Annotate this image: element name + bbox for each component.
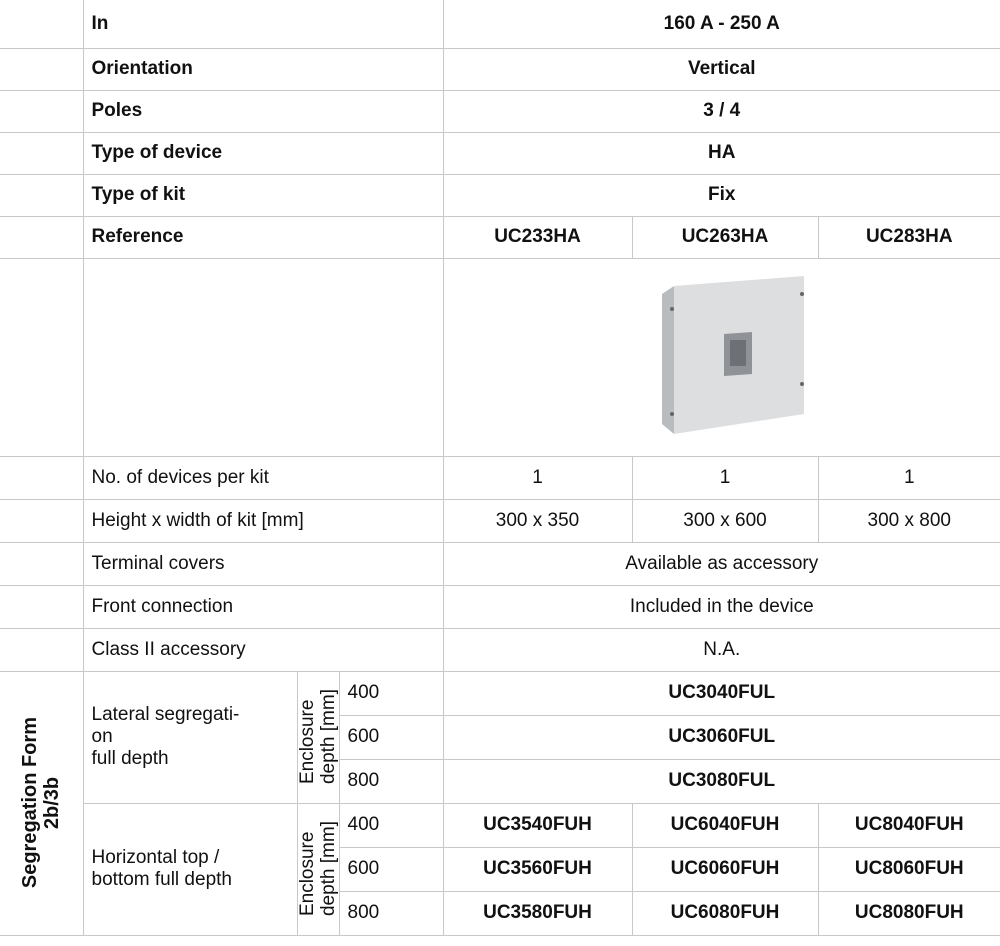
part-number: UC6080FUH	[631, 890, 819, 936]
segregation-title-text: Segregation Form 2b/3b	[19, 717, 64, 889]
depth: 400	[338, 802, 444, 848]
part-number: UC3060FUL	[442, 714, 1000, 760]
row-label: No. of devices per kit	[82, 455, 444, 500]
gutter	[0, 47, 84, 91]
group-axis: Enclosure depth [mm]	[296, 670, 340, 804]
row-value: 160 A - 250 A	[442, 0, 1000, 49]
depth: 600	[339, 714, 444, 760]
table-row: Terminal covers Available as accessory	[0, 541, 1000, 586]
spec-value: 300 x 350	[442, 498, 633, 543]
depth: 800	[339, 890, 444, 936]
gutter	[0, 215, 84, 259]
part-number: UC3540FUH	[442, 802, 633, 848]
table-row: Front connection Included in the device	[0, 584, 1000, 629]
spec-value: 300 x 600	[631, 498, 819, 543]
row-label: Poles	[82, 89, 444, 133]
row-label: Orientation	[82, 47, 444, 91]
row-label: Terminal covers	[82, 541, 444, 586]
product-image	[661, 276, 804, 434]
table-row: Height x width of kit [mm] 300 x 350 300 x…	[0, 498, 1000, 543]
spec-value: 300 x 800	[817, 498, 1000, 543]
gutter	[0, 89, 84, 133]
row-label: Reference	[82, 215, 444, 259]
depth: 800	[339, 758, 444, 804]
reference-value: UC263HA	[631, 215, 819, 259]
gutter	[0, 257, 84, 457]
part-number: UC8040FUH	[817, 802, 1000, 848]
table-row	[0, 257, 1000, 457]
depth: 400	[338, 670, 444, 716]
reference-value: UC233HA	[442, 215, 633, 259]
depth: 600	[339, 846, 444, 892]
table-row: 600 UC3560FUH UC6060FUH UC8060FUH	[0, 846, 1000, 892]
gutter	[0, 173, 84, 217]
gutter	[0, 455, 84, 500]
row-value: Vertical	[442, 47, 1000, 91]
table-row: Reference UC233HA UC263HA UC283HA	[0, 215, 1000, 259]
part-number: UC3580FUH	[442, 890, 633, 936]
group-axis-text: Enclosure depth [mm]	[297, 821, 339, 917]
table-row: In 160 A - 250 A	[0, 0, 1000, 49]
part-number: UC6040FUH	[631, 802, 819, 848]
image-label	[82, 257, 444, 457]
table-row: 800 UC3080FUL	[0, 758, 1000, 804]
row-label: Type of kit	[82, 173, 444, 217]
table-row: Orientation Vertical	[0, 47, 1000, 91]
row-value: Included in the device	[442, 584, 1000, 629]
row-label: Class II accessory	[82, 627, 444, 672]
group-axis: Enclosure depth [mm]	[296, 802, 340, 936]
part-number: UC8060FUH	[817, 846, 1000, 892]
table-row: Horizontal top / bottom full depth Enclos…	[0, 802, 1000, 936]
row-value: Available as accessory	[442, 541, 1000, 586]
table-row: Segregation Form 2b/3b Lateral segregati-…	[0, 670, 1000, 936]
row-value: HA	[442, 131, 1000, 175]
row-label: Front connection	[82, 584, 444, 629]
gutter	[0, 0, 84, 49]
product-image-cell	[442, 257, 1000, 457]
group-label: Horizontal top / bottom full depth	[83, 802, 298, 936]
row-value: N.A.	[442, 627, 1000, 672]
segregation-title: Segregation Form 2b/3b	[0, 670, 84, 936]
table-row: 800 UC3580FUH UC6080FUH UC8080FUH	[0, 890, 1000, 936]
row-value: Fix	[442, 173, 1000, 217]
spec-value: 1	[631, 455, 819, 500]
reference-value: UC283HA	[817, 215, 1000, 259]
part-number: UC3560FUH	[442, 846, 633, 892]
spec-value: 1	[817, 455, 1000, 500]
gutter	[0, 584, 84, 629]
gutter	[0, 131, 84, 175]
table-row: No. of devices per kit 1 1 1	[0, 455, 1000, 500]
part-number: UC6060FUH	[631, 846, 819, 892]
table-row: Poles 3 / 4	[0, 89, 1000, 133]
table-row: Type of device HA	[0, 131, 1000, 175]
part-number: UC8080FUH	[817, 890, 1000, 936]
gutter	[0, 498, 84, 543]
table-row: Class II accessory N.A.	[0, 627, 1000, 672]
row-value: 3 / 4	[442, 89, 1000, 133]
part-number: UC3080FUL	[442, 758, 1000, 804]
gutter	[0, 541, 84, 586]
table-row: Type of kit Fix	[0, 173, 1000, 217]
part-number: UC3040FUL	[442, 670, 1000, 716]
row-label: Height x width of kit [mm]	[82, 498, 444, 543]
group-axis-text: Enclosure depth [mm]	[297, 689, 339, 785]
row-label: Type of device	[82, 131, 444, 175]
spec-value: 1	[442, 455, 633, 500]
group-label: Lateral segregati- on full depth	[82, 670, 298, 804]
gutter	[0, 627, 84, 672]
row-label: In	[82, 0, 444, 49]
